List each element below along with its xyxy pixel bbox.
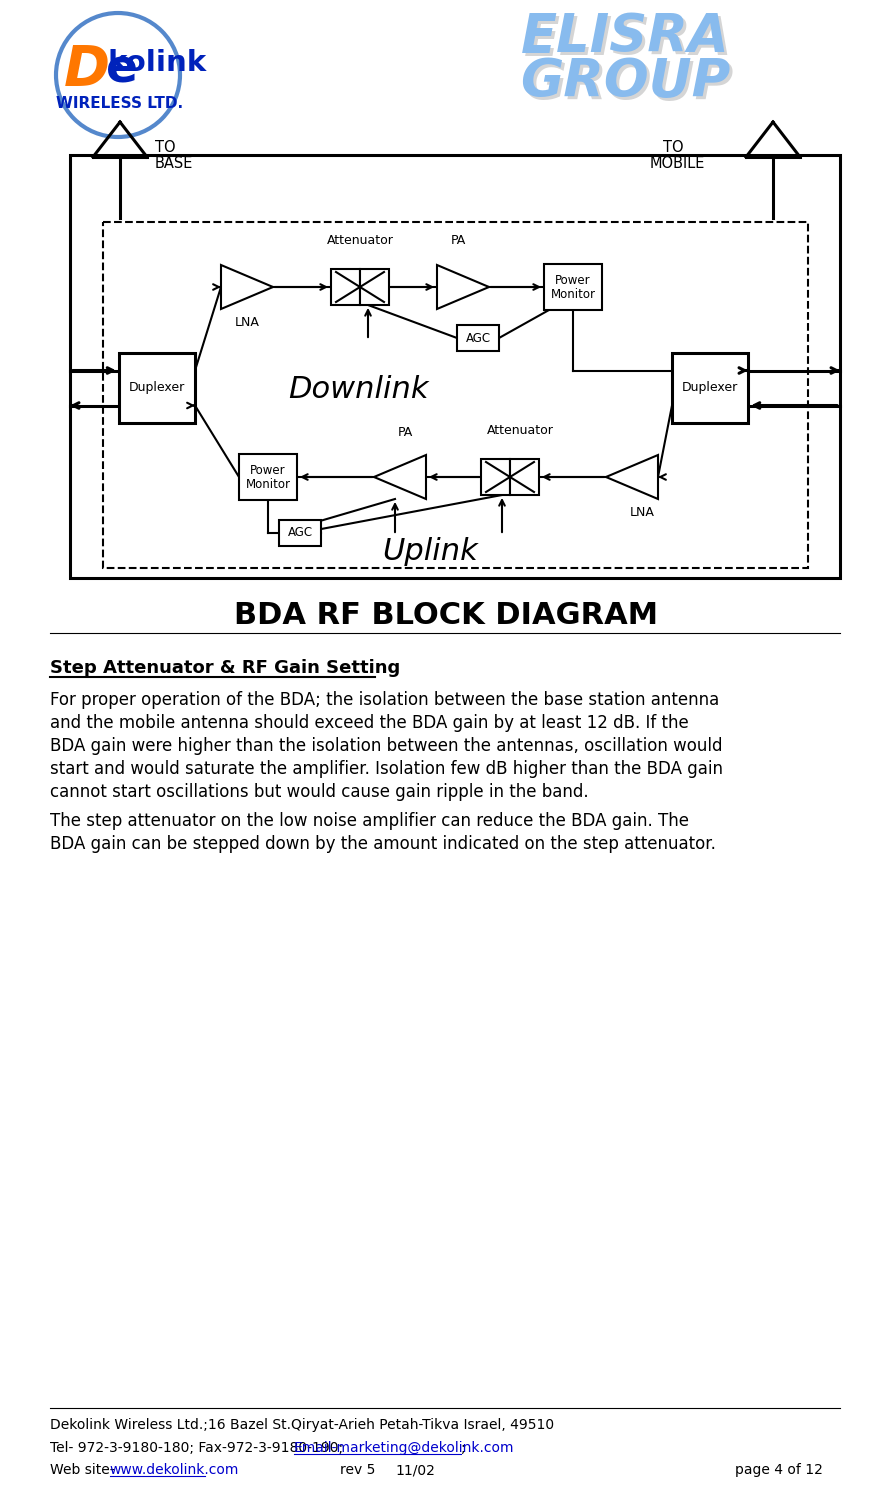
Text: ;: ; bbox=[460, 1442, 465, 1455]
Text: LNA: LNA bbox=[630, 505, 655, 518]
Text: AGC: AGC bbox=[466, 332, 491, 345]
Text: AGC: AGC bbox=[287, 526, 312, 539]
Text: For proper operation of the BDA; the isolation between the base station antenna: For proper operation of the BDA; the iso… bbox=[50, 692, 719, 710]
Bar bbox=[672, 353, 748, 423]
Text: TO: TO bbox=[663, 139, 683, 154]
Text: BDA gain can be stepped down by the amount indicated on the step attenuator.: BDA gain can be stepped down by the amou… bbox=[50, 835, 716, 853]
Text: e: e bbox=[106, 48, 138, 93]
Text: Attenuator: Attenuator bbox=[326, 235, 393, 248]
Polygon shape bbox=[374, 456, 426, 499]
Text: GROUP: GROUP bbox=[520, 55, 731, 108]
Text: Web site-: Web site- bbox=[50, 1463, 119, 1478]
Text: Dekolink Wireless Ltd.;16 Bazel St.Qiryat-Arieh Petah-Tikva Israel, 49510: Dekolink Wireless Ltd.;16 Bazel St.Qirya… bbox=[50, 1418, 554, 1433]
Text: cannot start oscillations but would cause gain ripple in the band.: cannot start oscillations but would caus… bbox=[50, 783, 589, 801]
Text: page 4 of 12: page 4 of 12 bbox=[735, 1463, 823, 1478]
Bar bbox=[510, 459, 539, 495]
Bar bbox=[331, 269, 360, 305]
Text: Monitor: Monitor bbox=[550, 288, 596, 302]
Text: Tel- 972-3-9180-180; Fax-972-3-9180-190;: Tel- 972-3-9180-180; Fax-972-3-9180-190; bbox=[50, 1442, 348, 1455]
Text: Duplexer: Duplexer bbox=[128, 381, 186, 394]
Text: LNA: LNA bbox=[235, 315, 260, 329]
Bar bbox=[119, 353, 195, 423]
Text: www.dekolink.com: www.dekolink.com bbox=[110, 1463, 239, 1478]
Text: GROUP: GROUP bbox=[523, 58, 733, 111]
Text: Attenuator: Attenuator bbox=[486, 424, 553, 438]
Bar bbox=[279, 520, 321, 545]
Text: WIRELESS LTD.: WIRELESS LTD. bbox=[56, 96, 184, 111]
Text: Power: Power bbox=[555, 273, 591, 287]
Text: Power: Power bbox=[250, 463, 285, 477]
Bar bbox=[103, 223, 808, 568]
Text: BDA RF BLOCK DIAGRAM: BDA RF BLOCK DIAGRAM bbox=[234, 601, 658, 629]
Text: Step Attenuator & RF Gain Setting: Step Attenuator & RF Gain Setting bbox=[50, 659, 401, 677]
Text: Downlink: Downlink bbox=[288, 375, 428, 405]
Text: and the mobile antenna should exceed the BDA gain by at least 12 dB. If the: and the mobile antenna should exceed the… bbox=[50, 714, 689, 732]
Text: Uplink: Uplink bbox=[382, 538, 478, 566]
Bar bbox=[360, 269, 389, 305]
Text: TO: TO bbox=[155, 139, 176, 154]
Text: 11/02: 11/02 bbox=[395, 1463, 435, 1478]
Bar bbox=[239, 454, 297, 500]
Bar bbox=[544, 264, 602, 309]
Text: The step attenuator on the low noise amplifier can reduce the BDA gain. The: The step attenuator on the low noise amp… bbox=[50, 813, 689, 831]
Text: ELISRA: ELISRA bbox=[521, 10, 730, 63]
Text: rev 5: rev 5 bbox=[340, 1463, 376, 1478]
Text: BDA gain were higher than the isolation between the antennas, oscillation would: BDA gain were higher than the isolation … bbox=[50, 737, 723, 754]
Text: BASE: BASE bbox=[155, 155, 194, 170]
Text: PA: PA bbox=[450, 235, 466, 248]
Text: start and would saturate the amplifier. Isolation few dB higher than the BDA gai: start and would saturate the amplifier. … bbox=[50, 760, 723, 778]
Text: kolink: kolink bbox=[107, 49, 207, 78]
Text: PA: PA bbox=[397, 426, 413, 439]
Text: Email-marketing@dekolink.com: Email-marketing@dekolink.com bbox=[294, 1442, 515, 1455]
Polygon shape bbox=[437, 264, 489, 309]
Polygon shape bbox=[221, 264, 273, 309]
Text: ELISRA: ELISRA bbox=[524, 13, 732, 66]
Polygon shape bbox=[606, 456, 658, 499]
Text: Duplexer: Duplexer bbox=[681, 381, 738, 394]
Bar bbox=[481, 459, 510, 495]
Text: D: D bbox=[64, 43, 110, 97]
Bar bbox=[457, 326, 499, 351]
Text: MOBILE: MOBILE bbox=[650, 155, 706, 170]
Text: Monitor: Monitor bbox=[245, 478, 291, 492]
Bar bbox=[70, 155, 840, 578]
